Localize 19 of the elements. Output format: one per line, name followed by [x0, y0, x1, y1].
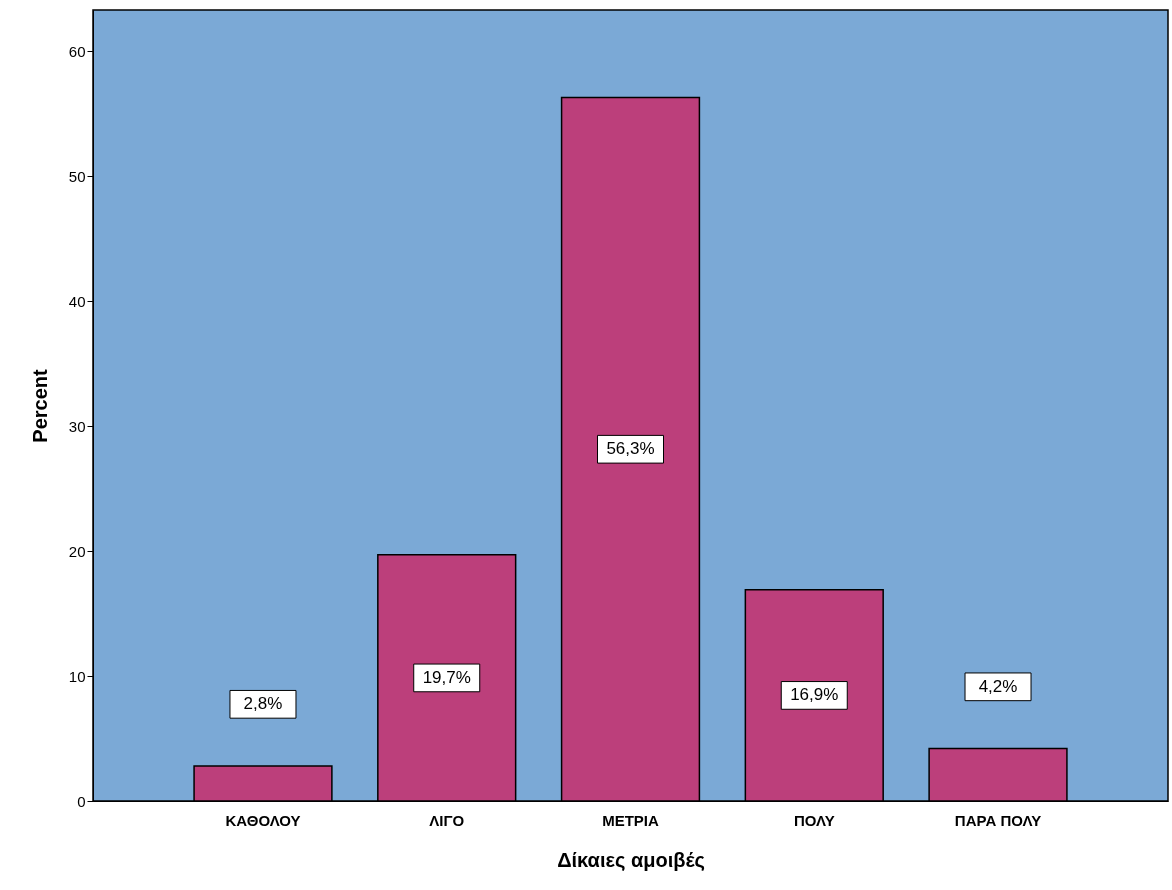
y-tick-label: 60 [68, 42, 86, 60]
y-tick-label: 40 [68, 292, 86, 310]
x-tick-label: ΛΙΓΟ [429, 811, 465, 829]
y-axis-title: Percent [28, 368, 51, 443]
y-tick-label: 0 [77, 792, 86, 810]
x-tick-label: ΠΟΛΥ [793, 811, 835, 829]
y-tick-label: 50 [68, 167, 86, 185]
data-label: 4,2% [978, 676, 1018, 696]
data-label: 19,7% [422, 667, 471, 687]
data-label: 56,3% [606, 439, 655, 459]
y-tick-label: 10 [68, 667, 86, 685]
data-label: 16,9% [790, 685, 839, 705]
x-axis-title: Δίκαιες αμοιβές [557, 848, 705, 871]
x-tick-label: ΜΕΤΡΙΑ [602, 811, 659, 829]
x-tick-label: ΠΑΡΑ ΠΟΛΥ [954, 811, 1042, 829]
data-label: 2,8% [243, 694, 283, 714]
y-tick-label: 30 [68, 417, 86, 435]
x-tick-label: ΚΑΘΟΛΟΥ [225, 811, 301, 829]
y-tick-label: 20 [68, 542, 86, 560]
